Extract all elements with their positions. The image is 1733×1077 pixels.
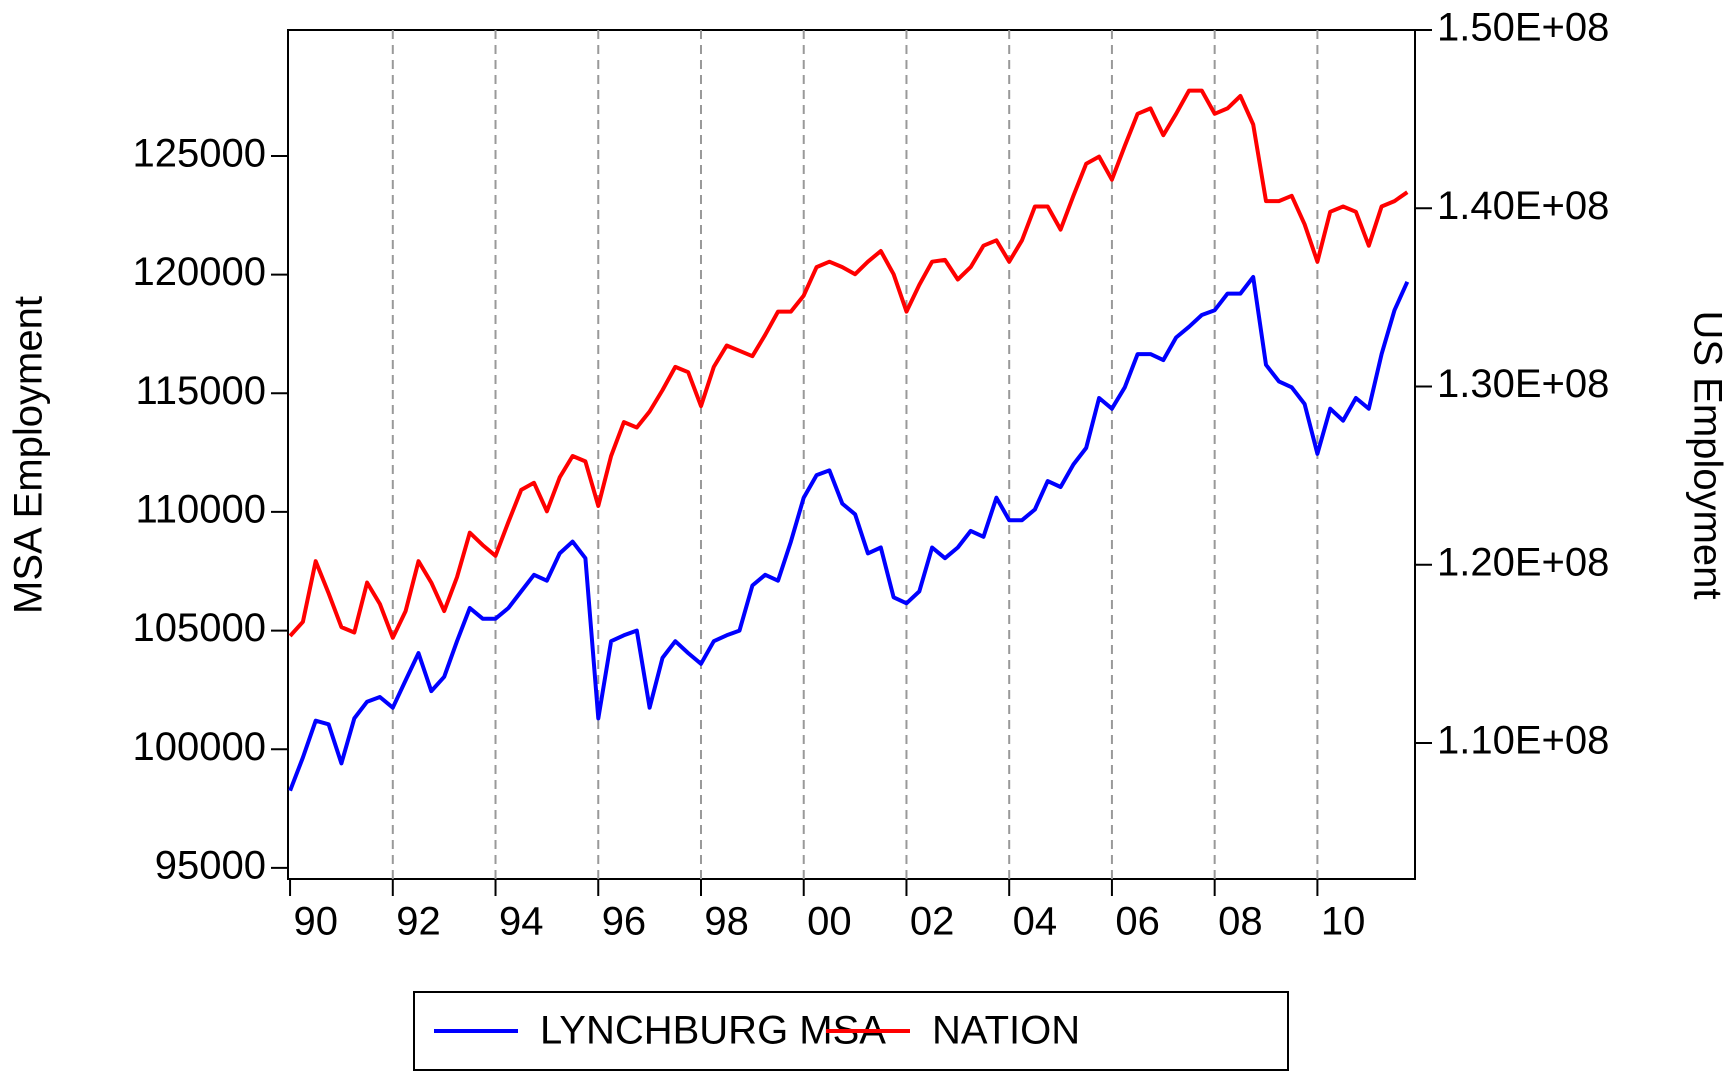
- y-tick-label: 95000: [155, 843, 266, 887]
- data-line: [288, 88, 1409, 640]
- x-tick-label: 90: [293, 900, 338, 944]
- y-axis-title: MSA Employment: [7, 296, 51, 614]
- y-tick-label: 120000: [133, 250, 266, 294]
- y2-tick-label: 1.10E+08: [1437, 719, 1609, 763]
- y2-axis-title: US Employment: [1685, 311, 1729, 600]
- x-tick-label: 00: [807, 900, 852, 944]
- y-tick-label: 100000: [133, 725, 266, 769]
- x-tick-label: 02: [910, 900, 955, 944]
- legend-label: NATION: [932, 1009, 1080, 1053]
- x-tick-label: 92: [396, 900, 441, 944]
- y2-tick-label: 1.50E+08: [1437, 6, 1609, 50]
- x-tick-label: 94: [499, 900, 544, 944]
- x-tick-label: 08: [1218, 900, 1263, 944]
- y-tick-label: 115000: [135, 369, 266, 413]
- data-line: [288, 275, 1410, 792]
- x-tick-label: 10: [1321, 900, 1366, 944]
- y-tick-label: 105000: [133, 606, 266, 650]
- x-tick-label: 06: [1115, 900, 1160, 944]
- y2-tick-label: 1.30E+08: [1437, 362, 1609, 406]
- y-tick-label: 125000: [133, 132, 266, 176]
- x-tick-label: 98: [704, 900, 749, 944]
- y2-tick-label: 1.20E+08: [1437, 540, 1609, 584]
- y-tick-label: 110000: [135, 487, 266, 531]
- plot-frame: [287, 29, 1416, 880]
- x-tick-label: 96: [602, 900, 647, 944]
- x-tick-label: 04: [1013, 900, 1058, 944]
- y2-tick-label: 1.40E+08: [1437, 184, 1609, 228]
